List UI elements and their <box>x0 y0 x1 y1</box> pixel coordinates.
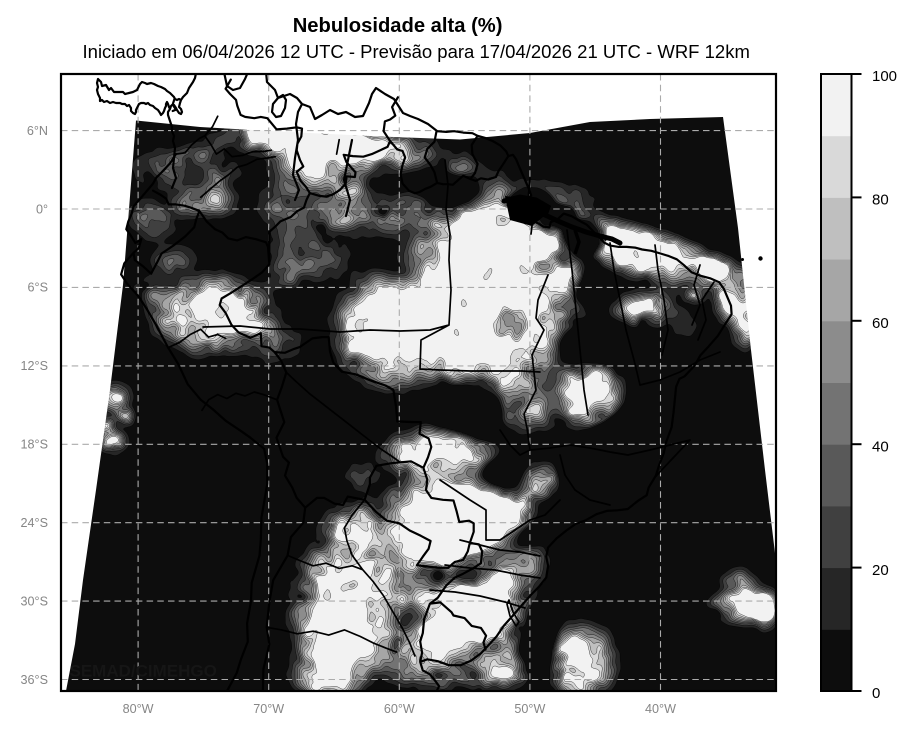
svg-text:70°W: 70°W <box>253 702 284 716</box>
svg-text:0°: 0° <box>36 202 48 216</box>
svg-text:100: 100 <box>872 68 897 85</box>
svg-text:SEMAD/CIMEHGO: SEMAD/CIMEHGO <box>70 662 217 681</box>
svg-text:40°W: 40°W <box>645 702 676 716</box>
svg-text:80: 80 <box>872 192 889 209</box>
svg-text:50°W: 50°W <box>514 702 545 716</box>
svg-text:0: 0 <box>872 685 880 702</box>
svg-text:60°W: 60°W <box>384 702 415 716</box>
svg-text:60: 60 <box>872 315 889 332</box>
svg-text:6°N: 6°N <box>27 124 48 138</box>
svg-text:30°S: 30°S <box>21 594 48 608</box>
svg-text:6°S: 6°S <box>28 281 48 295</box>
svg-text:12°S: 12°S <box>21 359 48 373</box>
svg-text:80°W: 80°W <box>123 702 154 716</box>
svg-text:40: 40 <box>872 438 889 455</box>
svg-text:24°S: 24°S <box>21 516 48 530</box>
svg-text:18°S: 18°S <box>21 438 48 452</box>
svg-text:Iniciado em 06/04/2026 12 UTC: Iniciado em 06/04/2026 12 UTC - Previsão… <box>83 41 750 62</box>
svg-text:20: 20 <box>872 562 889 579</box>
svg-text:Nebulosidade alta (%): Nebulosidade alta (%) <box>293 15 503 37</box>
svg-text:36°S: 36°S <box>21 673 48 687</box>
